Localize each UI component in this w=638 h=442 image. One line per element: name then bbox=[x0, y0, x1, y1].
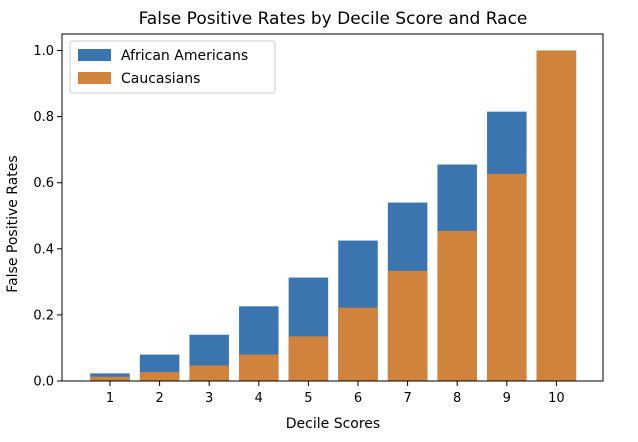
bar-caucasians-9 bbox=[487, 173, 527, 381]
legend: African Americans Caucasians bbox=[69, 40, 276, 94]
y-tick-label: 1.0 bbox=[33, 44, 54, 59]
bar-caucasians-1 bbox=[90, 376, 130, 381]
bar-caucasians-5 bbox=[288, 336, 329, 381]
legend-box bbox=[69, 40, 276, 94]
x-tick-label: 7 bbox=[403, 391, 411, 406]
y-axis-label: False Positive Rates bbox=[5, 155, 21, 292]
bar-caucasians-10 bbox=[536, 50, 577, 382]
bar-caucasians-7 bbox=[387, 270, 428, 381]
bar-caucasians-8 bbox=[437, 230, 477, 381]
x-tick-label: 2 bbox=[155, 391, 163, 406]
legend-label-caucasians: Caucasians bbox=[121, 71, 200, 87]
x-tick-label: 10 bbox=[548, 391, 565, 406]
x-tick-label: 6 bbox=[354, 391, 362, 406]
y-tick-label: 0.8 bbox=[33, 110, 54, 125]
x-tick-label: 3 bbox=[205, 391, 213, 406]
x-tick-label: 8 bbox=[453, 391, 461, 406]
plot-frame bbox=[61, 33, 604, 382]
y-tick-label: 0.2 bbox=[33, 308, 54, 323]
bars bbox=[90, 50, 577, 382]
bar-caucasians-4 bbox=[239, 354, 279, 381]
x-tick-label: 9 bbox=[503, 391, 511, 406]
legend-swatch-caucasians bbox=[78, 72, 111, 84]
legend-label-african-americans: African Americans bbox=[121, 48, 248, 64]
bar-caucasians-2 bbox=[139, 372, 180, 381]
y-axis: 0.0 0.2 0.4 0.6 0.8 1.0 bbox=[33, 44, 62, 390]
chart-title: False Positive Rates by Decile Score and… bbox=[139, 9, 528, 29]
legend-swatch-african-americans bbox=[78, 49, 111, 61]
y-tick-label: 0.0 bbox=[33, 375, 54, 390]
y-tick-label: 0.6 bbox=[33, 176, 54, 191]
x-axis: 1 2 3 4 5 6 7 8 9 10 bbox=[106, 381, 565, 406]
bar-caucasians-3 bbox=[189, 365, 229, 381]
x-axis-label: Decile Scores bbox=[286, 416, 380, 432]
x-tick-label: 1 bbox=[106, 391, 114, 406]
bar-caucasians-6 bbox=[338, 307, 378, 381]
y-tick-label: 0.4 bbox=[33, 242, 54, 257]
x-tick-label: 4 bbox=[255, 391, 263, 406]
x-tick-label: 5 bbox=[304, 391, 312, 406]
